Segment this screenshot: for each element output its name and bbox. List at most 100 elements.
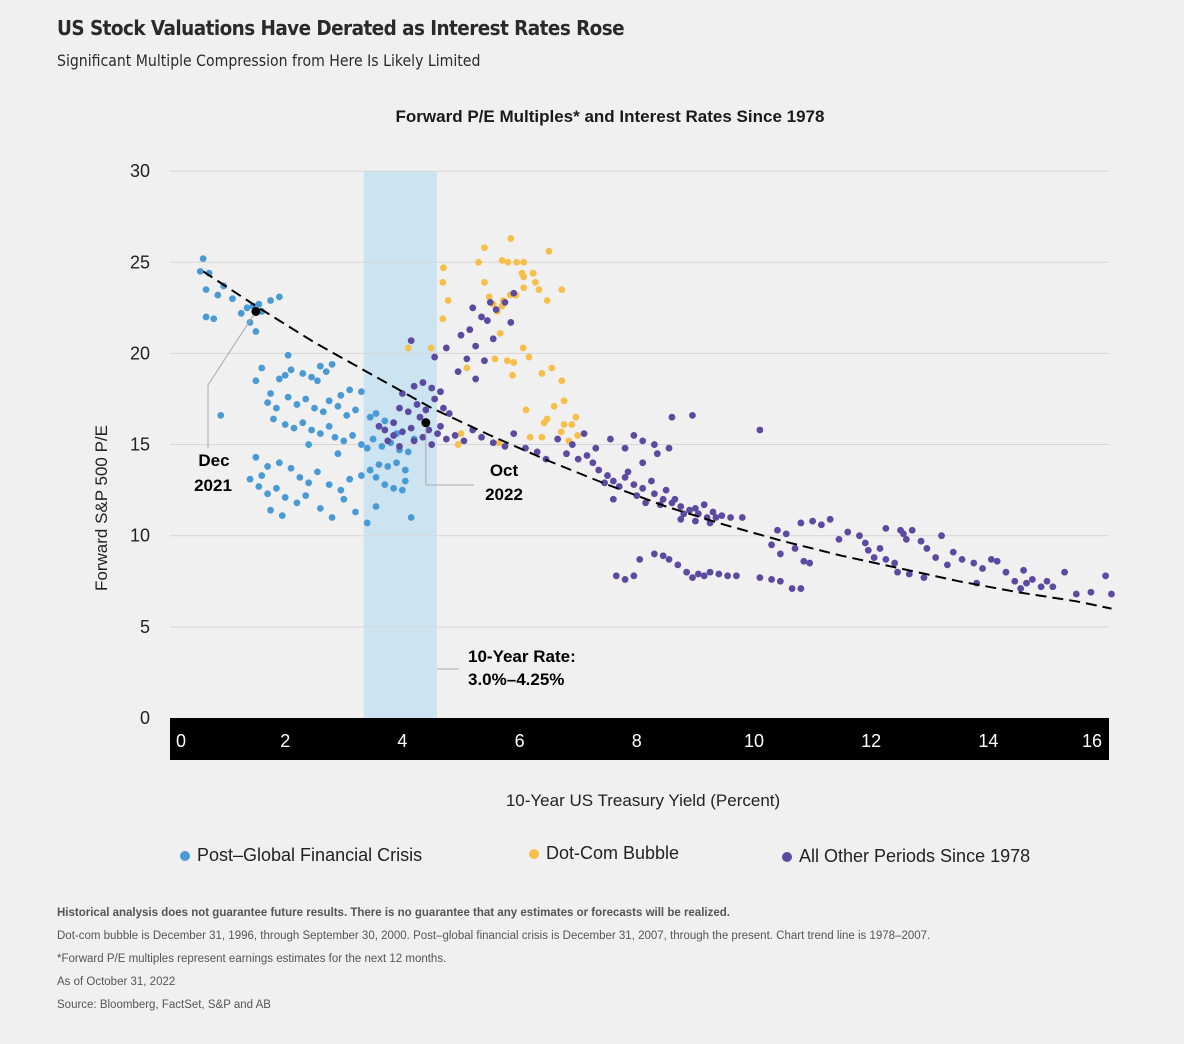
- data-point: [653, 450, 661, 458]
- definitions-note: Dot-com bubble is December 31, 1996, thr…: [57, 930, 931, 942]
- data-point: [668, 413, 676, 421]
- data-point: [296, 473, 304, 481]
- data-point: [856, 532, 863, 540]
- data-point: [522, 406, 530, 414]
- data-point: [806, 559, 814, 567]
- data-point: [782, 530, 790, 538]
- data-point: [352, 508, 359, 516]
- band-label-line2: 3.0%–4.25%: [468, 670, 564, 689]
- data-point: [357, 472, 365, 479]
- y-axis-label: Forward S&P 500 P/E: [92, 425, 111, 591]
- data-point: [776, 550, 784, 558]
- data-point: [905, 570, 913, 578]
- data-point: [636, 555, 644, 563]
- data-point: [1002, 568, 1010, 576]
- data-point: [390, 419, 398, 427]
- annotation-2021-label: 2021: [194, 476, 232, 495]
- data-point: [665, 555, 673, 563]
- data-point: [454, 368, 462, 376]
- data-point: [229, 295, 236, 303]
- data-point: [305, 441, 313, 448]
- source-note: Source: Bloomberg, FactSet, S&P and AB: [57, 999, 271, 1011]
- data-point: [357, 441, 365, 448]
- data-point: [281, 371, 289, 379]
- data-point: [369, 435, 377, 443]
- data-point: [529, 269, 537, 277]
- data-point: [451, 432, 459, 439]
- data-point: [264, 463, 272, 470]
- data-point: [520, 258, 528, 266]
- data-point: [489, 439, 497, 447]
- data-point: [407, 514, 415, 521]
- data-point: [876, 545, 884, 552]
- data-point: [923, 545, 931, 552]
- series-other: [375, 289, 1115, 598]
- x-tick-label: 14: [978, 731, 998, 751]
- data-point: [665, 444, 673, 452]
- data-point: [363, 519, 371, 527]
- data-point: [677, 503, 685, 510]
- data-point: [390, 484, 398, 492]
- data-point: [481, 244, 488, 252]
- data-point: [202, 313, 210, 321]
- data-point: [372, 503, 380, 510]
- data-point: [328, 514, 336, 521]
- data-point: [826, 515, 834, 523]
- data-point: [337, 486, 345, 494]
- data-point: [1049, 583, 1057, 591]
- data-point: [442, 344, 450, 352]
- legend-dot-icon: [180, 850, 190, 861]
- data-point: [399, 428, 406, 436]
- data-point: [510, 430, 518, 438]
- data-point: [630, 572, 638, 580]
- data-point: [560, 397, 568, 405]
- data-point: [621, 444, 629, 452]
- data-point: [589, 459, 597, 467]
- data-point: [290, 424, 298, 432]
- data-point: [538, 370, 546, 377]
- data-point: [334, 402, 342, 410]
- data-point: [900, 530, 907, 538]
- data-point: [558, 286, 566, 293]
- footnotes: Historical analysis does not guarantee f…: [57, 905, 930, 1020]
- data-point: [264, 399, 272, 407]
- data-point: [642, 499, 649, 507]
- data-point: [520, 284, 528, 292]
- chart-title: Forward P/E Multiples* and Interest Rate…: [395, 107, 825, 126]
- data-point: [275, 375, 283, 383]
- data-point: [609, 477, 617, 485]
- data-point: [366, 413, 374, 421]
- data-point: [526, 433, 534, 441]
- data-point: [407, 424, 415, 432]
- data-point: [694, 570, 702, 578]
- data-point: [560, 421, 568, 428]
- data-point: [861, 539, 869, 547]
- x-tick-label: 4: [397, 731, 407, 751]
- data-point: [882, 555, 890, 563]
- y-tick-label: 0: [140, 708, 150, 728]
- data-point: [363, 444, 371, 452]
- data-point: [583, 452, 591, 459]
- data-point: [475, 258, 482, 266]
- data-point: [489, 335, 497, 343]
- data-point: [349, 432, 356, 439]
- data-point: [943, 561, 951, 569]
- data-point: [478, 433, 485, 441]
- data-point: [733, 572, 740, 580]
- data-point: [882, 525, 890, 532]
- data-point: [1102, 572, 1109, 580]
- data-point: [659, 495, 667, 503]
- data-point: [287, 366, 295, 374]
- data-point: [316, 430, 324, 438]
- data-point: [337, 391, 345, 399]
- data-point: [202, 286, 210, 293]
- data-point: [507, 235, 515, 242]
- data-point: [401, 477, 409, 485]
- data-point: [677, 515, 685, 523]
- data-point: [659, 552, 667, 560]
- legend-item-other-periods: All Other Periods Since 1978: [782, 846, 1030, 867]
- data-point: [404, 408, 412, 416]
- data-point: [503, 357, 511, 365]
- data-point: [378, 442, 386, 450]
- data-point: [1011, 577, 1019, 585]
